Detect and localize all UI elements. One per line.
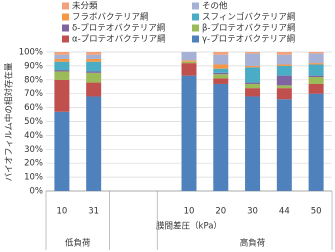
bar-segment [245, 52, 261, 54]
bar-segment [308, 77, 324, 84]
legend-swatch [62, 24, 69, 32]
y-tick-label: 50% [24, 117, 43, 127]
legend-label: その他 [202, 1, 228, 12]
x-tick-label: 10 [56, 207, 67, 217]
legend-label: β-プロテオバクテリア綱 [202, 23, 296, 34]
bar-segment [276, 52, 292, 55]
bar-segment [245, 67, 261, 83]
y-tick-label: 60% [24, 103, 43, 113]
y-tick-label: 90% [24, 61, 43, 71]
group-label: 高負荷 [240, 238, 266, 249]
bar-segment [86, 52, 102, 55]
bar-segment [276, 88, 292, 100]
bar-segment [213, 68, 229, 73]
x-tick-label: 31 [88, 207, 99, 217]
y-tick-label: 100% [19, 48, 43, 58]
y-tick-label: 40% [24, 131, 43, 141]
bar-segment [181, 61, 197, 64]
legend-label: δ-プロテオバクテリア綱 [72, 23, 165, 34]
legend-label: α-プロテオバクテリア綱 [72, 34, 166, 45]
bar-segment [181, 60, 197, 62]
bar-segment [308, 93, 324, 191]
y-tick-label: 0% [30, 187, 44, 197]
legend-label: フラボバクテリア綱 [72, 12, 149, 23]
bar-segment [54, 54, 70, 59]
bar-segment [181, 63, 197, 76]
bar-segment [54, 111, 70, 191]
bar-segment [276, 85, 292, 89]
bar-segment [245, 82, 261, 84]
y-tick-label: 70% [24, 89, 43, 99]
bar-segment [86, 61, 102, 72]
x-tick-label: 20 [215, 207, 226, 217]
bar-segment [54, 71, 70, 80]
bar-segment [213, 83, 229, 191]
bar-segment [54, 79, 70, 112]
bar-segment [213, 72, 229, 75]
y-tick-label: 30% [24, 145, 43, 155]
bar-segment [54, 61, 70, 71]
legend-swatch [62, 13, 69, 21]
bar-segment [54, 52, 70, 55]
bar-segment [245, 53, 261, 66]
legend-swatch [62, 2, 69, 10]
group-label: 低負荷 [65, 238, 91, 249]
bar-segment [213, 78, 229, 84]
x-axis-label: 膜間差圧（kPa） [156, 221, 222, 232]
bar-segment [181, 52, 197, 61]
bar-segment [245, 83, 261, 89]
legend-swatch [62, 35, 69, 43]
legend-label: 未分類 [72, 1, 98, 12]
bar-segment [245, 88, 261, 97]
bar-segment [181, 75, 197, 191]
legend-swatch [192, 13, 199, 21]
bar-segment [308, 53, 324, 64]
bar-segment [213, 54, 229, 65]
bar-segment [86, 96, 102, 191]
x-tick-label: 44 [279, 207, 290, 217]
x-tick-label: 50 [311, 207, 322, 217]
bar-segment [276, 99, 292, 191]
bar-segment [54, 70, 70, 72]
legend-swatch [192, 35, 199, 43]
bar-segment [86, 71, 102, 73]
legend-label: γ-プロテオバクテリア綱 [202, 34, 295, 45]
bar-segment [308, 64, 324, 76]
bar-segment [213, 64, 229, 69]
bar-segment [308, 63, 324, 65]
bar-segment [308, 83, 324, 94]
x-tick-label: 10 [184, 207, 195, 217]
bar-segment [245, 96, 261, 191]
bar-segment [86, 72, 102, 83]
y-tick-label: 10% [24, 173, 43, 183]
bar-segment [276, 75, 292, 86]
legend-label: スフィンゴバクテリア綱 [202, 12, 295, 23]
bar-segment [86, 54, 102, 59]
bar-segment [308, 52, 324, 54]
bar-segment [213, 74, 229, 79]
x-tick-label: 30 [247, 207, 258, 217]
legend-swatch [192, 2, 199, 10]
y-tick-label: 20% [24, 159, 43, 169]
bar-segment [308, 75, 324, 78]
bar-segment [86, 58, 102, 62]
bar-segment [245, 65, 261, 68]
legend-swatch [192, 24, 199, 32]
y-tick-label: 80% [24, 75, 43, 85]
bar-segment [276, 65, 292, 76]
bar-segment [276, 54, 292, 65]
y-axis-label: バイオフィルム中の相対存在量 [4, 62, 15, 181]
bar-segment [213, 52, 229, 55]
bar-segment [276, 64, 292, 66]
bar-segment [54, 58, 70, 62]
bar-segment [86, 82, 102, 97]
